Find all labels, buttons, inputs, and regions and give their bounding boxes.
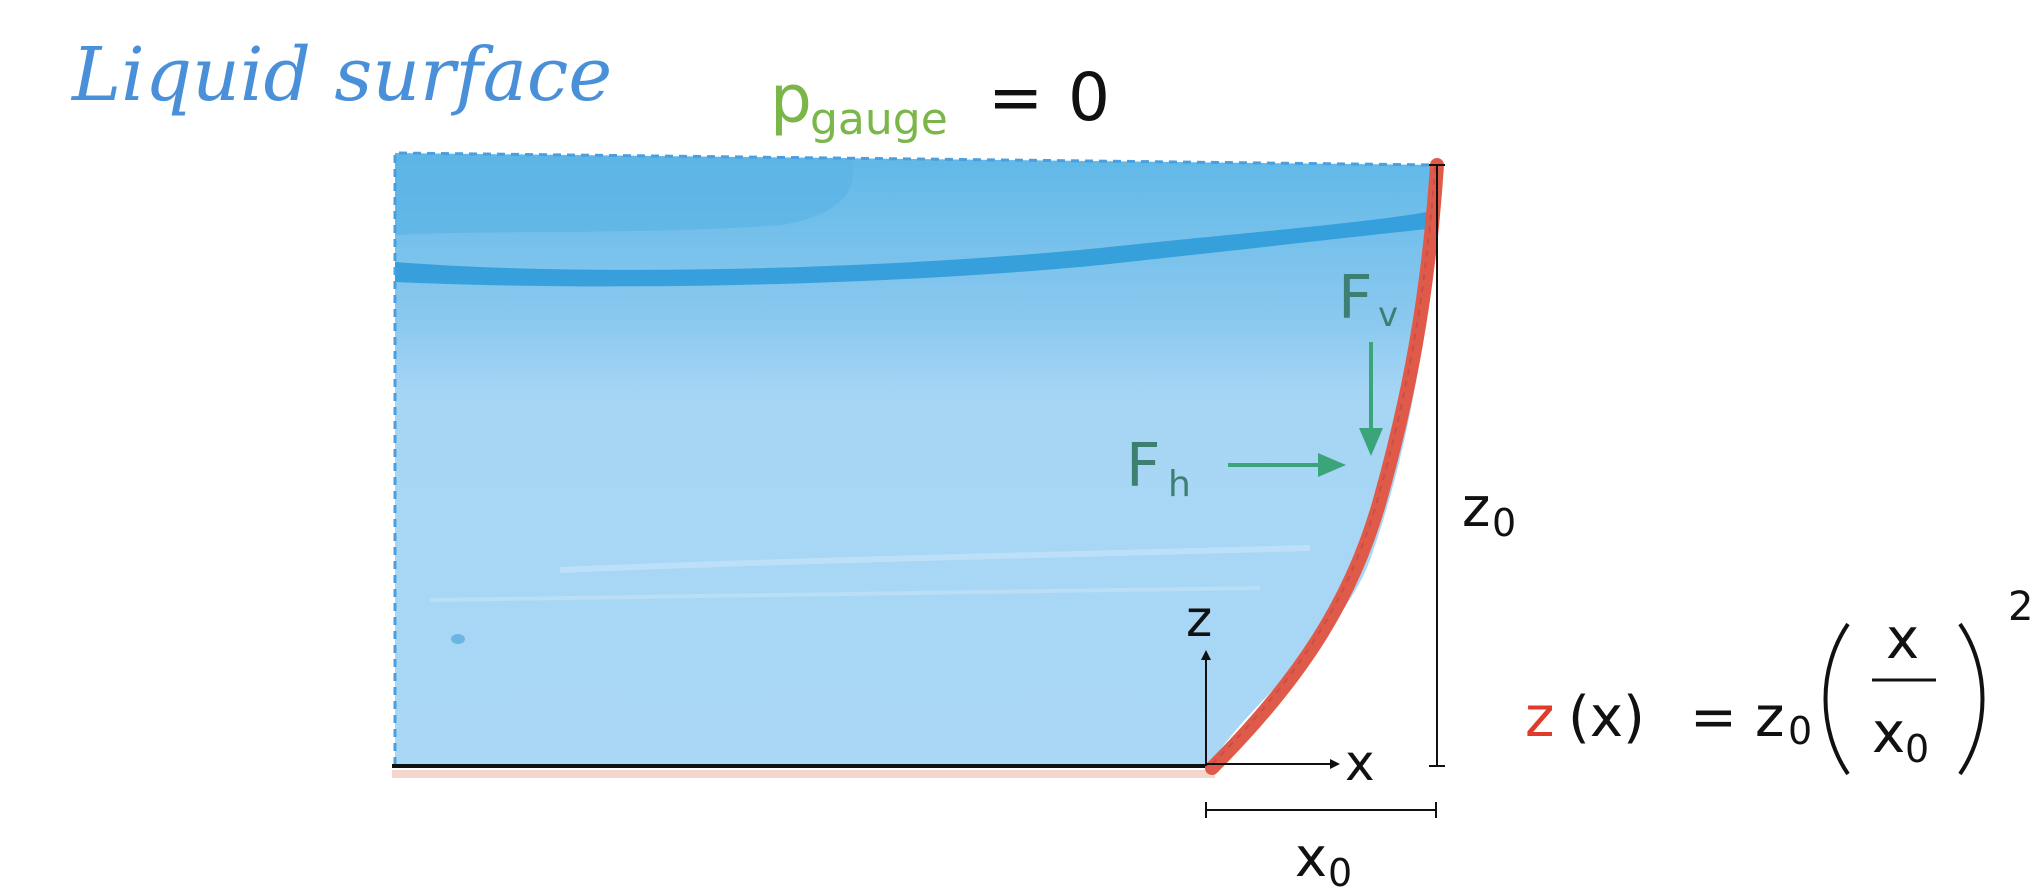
local-axes: z x bbox=[1186, 590, 1375, 792]
height-symbol: z bbox=[1462, 476, 1490, 539]
fv-subscript: v bbox=[1378, 295, 1398, 335]
equation-denominator-sub: 0 bbox=[1905, 727, 1929, 771]
equation-exponent: 2 bbox=[2008, 584, 2033, 630]
width-dimension: x 0 bbox=[1205, 802, 1437, 892]
fv-symbol: F bbox=[1338, 263, 1373, 333]
equation-coef: z bbox=[1755, 685, 1784, 750]
parabola-equation: z (x) = z 0 x x 0 2 bbox=[1525, 584, 2033, 776]
width-subscript: 0 bbox=[1328, 851, 1352, 892]
pressure-subscript: gauge bbox=[810, 94, 948, 145]
z-axis-label: z bbox=[1186, 590, 1212, 648]
equation-equals: = bbox=[1690, 685, 1737, 750]
pressure-equals: = bbox=[988, 59, 1043, 136]
equation-lhs-arg: (x) bbox=[1568, 685, 1645, 750]
equation-denominator: x bbox=[1872, 701, 1905, 766]
curved-wall-dash bbox=[1211, 165, 1436, 765]
arrow-right-icon bbox=[1228, 453, 1346, 477]
right-paren bbox=[1958, 622, 1985, 776]
height-subscript: 0 bbox=[1492, 501, 1516, 545]
height-dimension: z 0 bbox=[1429, 164, 1516, 767]
left-paren bbox=[1823, 622, 1850, 776]
pressure-symbol: p bbox=[770, 61, 812, 138]
pressure-value: 0 bbox=[1068, 59, 1110, 136]
curved-wall bbox=[1205, 158, 1444, 775]
horizontal-force: F h bbox=[1126, 431, 1346, 505]
width-symbol: x bbox=[1295, 826, 1327, 889]
gauge-pressure-label: p gauge = 0 bbox=[770, 59, 1110, 145]
x-axis-label: x bbox=[1345, 734, 1375, 792]
vertical-force: F v bbox=[1338, 263, 1398, 456]
equation-numerator: x bbox=[1886, 607, 1919, 672]
arrow-down-icon bbox=[1359, 342, 1383, 456]
water-region bbox=[395, 153, 1437, 765]
diagram-title: Liquid surface bbox=[70, 32, 612, 118]
fh-symbol: F bbox=[1126, 431, 1161, 501]
control-volume-border bbox=[393, 151, 1438, 765]
fh-subscript: h bbox=[1168, 464, 1191, 505]
equation-lhs-var: z bbox=[1525, 685, 1554, 750]
equation-coef-sub: 0 bbox=[1788, 709, 1812, 753]
